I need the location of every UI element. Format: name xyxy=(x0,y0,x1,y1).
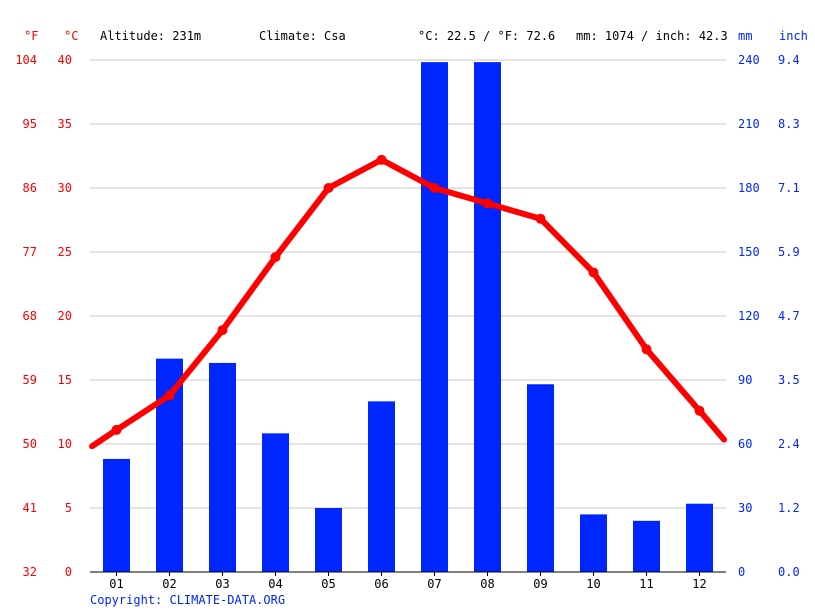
temperature-point xyxy=(641,344,652,355)
mm-tick-label: 210 xyxy=(738,117,760,131)
celsius-tick-label: 40 xyxy=(58,53,72,67)
inch-unit-label: inch xyxy=(779,29,808,43)
month-label: 08 xyxy=(480,577,494,591)
celsius-tick-label: 15 xyxy=(58,373,72,387)
month-label: 06 xyxy=(374,577,388,591)
right-axis: 0 0.0 30 1.2 60 2.4 90 3.5 120 4.7 150 5.9 180 7.1 210… xyxy=(738,53,800,579)
fahrenheit-tick-label: 68 xyxy=(23,309,37,323)
precipitation-bar xyxy=(474,62,501,573)
fahrenheit-tick-label: 32 xyxy=(23,565,37,579)
precipitation-bar xyxy=(209,362,236,572)
mm-unit-label: mm xyxy=(738,29,752,43)
month-label: 03 xyxy=(215,577,229,591)
precipitation-bar xyxy=(262,433,289,572)
inch-tick-label: 0.0 xyxy=(778,565,800,579)
inch-tick-label: 3.5 xyxy=(778,373,800,387)
month-label: 07 xyxy=(427,577,441,591)
temperature-point xyxy=(217,325,228,336)
temperature-point xyxy=(270,252,281,263)
temperature-series xyxy=(89,154,727,450)
month-label: 12 xyxy=(692,577,706,591)
x-axis-ticks: 01 02 03 04 05 06 07 08 09 10 11 12 xyxy=(109,572,707,591)
precipitation-bar xyxy=(421,62,448,573)
month-label: 09 xyxy=(533,577,547,591)
copyright-link[interactable]: Copyright: CLIMATE-DATA.ORG xyxy=(90,593,285,607)
celsius-unit-label: °C xyxy=(64,29,78,43)
mm-tick-label: 60 xyxy=(738,437,752,451)
celsius-tick-label: 5 xyxy=(65,501,72,515)
altitude-label: Altitude: 231m xyxy=(100,29,201,43)
temperature-point xyxy=(429,183,440,193)
celsius-tick-label: 10 xyxy=(58,437,72,451)
fahrenheit-tick-label: 59 xyxy=(23,373,37,387)
inch-tick-label: 8.3 xyxy=(778,117,800,131)
mm-tick-label: 240 xyxy=(738,53,760,67)
fahrenheit-unit-label: °F xyxy=(24,29,38,43)
temperature-point xyxy=(164,390,175,401)
inch-tick-label: 4.7 xyxy=(778,309,800,323)
temperature-point xyxy=(588,267,599,278)
month-label: 01 xyxy=(109,577,123,591)
gridlines xyxy=(90,59,726,509)
precipitation-bar xyxy=(527,384,554,572)
month-label: 11 xyxy=(639,577,653,591)
climate-label: Climate: Csa xyxy=(259,29,346,43)
fahrenheit-tick-label: 50 xyxy=(23,437,37,451)
total-precipitation-label: mm: 1074 / inch: 42.3 xyxy=(576,29,728,43)
fahrenheit-tick-label: 95 xyxy=(23,117,37,131)
month-label: 10 xyxy=(586,577,600,591)
temperature-point xyxy=(323,183,334,193)
fahrenheit-tick-label: 104 xyxy=(15,53,37,67)
temperature-point xyxy=(694,405,705,416)
month-label: 02 xyxy=(162,577,176,591)
left-axis: 32 0 41 5 50 10 59 15 68 20 77 25 86 30 95 35 104 40 xyxy=(15,53,72,579)
fahrenheit-tick-label: 41 xyxy=(23,501,37,515)
mm-tick-label: 150 xyxy=(738,245,760,259)
avg-temperature-label: °C: 22.5 / °F: 72.6 xyxy=(418,29,555,43)
precipitation-bar xyxy=(315,508,342,572)
inch-tick-label: 9.4 xyxy=(778,53,800,67)
precipitation-bar xyxy=(580,514,607,572)
temperature-point xyxy=(535,213,546,224)
inch-tick-label: 7.1 xyxy=(778,181,800,195)
inch-tick-label: 1.2 xyxy=(778,501,800,515)
mm-tick-label: 90 xyxy=(738,373,752,387)
mm-tick-label: 30 xyxy=(738,501,752,515)
month-label: 04 xyxy=(268,577,282,591)
temperature-line xyxy=(89,156,727,450)
temperature-point xyxy=(482,198,493,209)
fahrenheit-tick-label: 86 xyxy=(23,181,37,195)
fahrenheit-tick-label: 77 xyxy=(23,245,37,259)
mm-tick-label: 120 xyxy=(738,309,760,323)
inch-tick-label: 5.9 xyxy=(778,245,800,259)
celsius-tick-label: 35 xyxy=(58,117,72,131)
celsius-tick-label: 0 xyxy=(65,565,72,579)
inch-tick-label: 2.4 xyxy=(778,437,800,451)
celsius-tick-label: 30 xyxy=(58,181,72,195)
mm-tick-label: 180 xyxy=(738,181,760,195)
precipitation-bar xyxy=(103,458,130,572)
celsius-tick-label: 20 xyxy=(58,309,72,323)
mm-tick-label: 0 xyxy=(738,565,745,579)
precipitation-bar xyxy=(368,401,395,572)
month-label: 05 xyxy=(321,577,335,591)
precipitation-series xyxy=(103,62,713,573)
precipitation-bar xyxy=(686,503,713,572)
temperature-point xyxy=(376,154,387,165)
temperature-point xyxy=(111,424,122,435)
precipitation-bar xyxy=(633,520,660,572)
celsius-tick-label: 25 xyxy=(58,245,72,259)
